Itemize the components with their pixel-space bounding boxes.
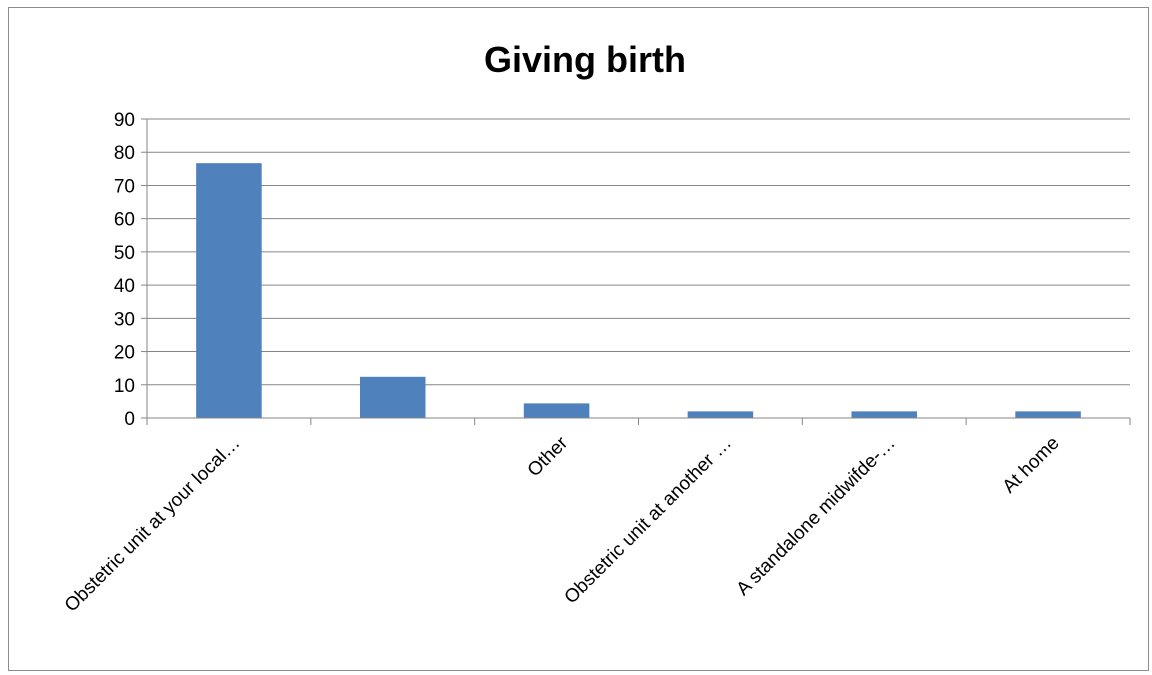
y-axis-tick-labels: 0 10 20 30 40 50 60 70 80 90 bbox=[114, 110, 135, 430]
y-tick-label: 20 bbox=[114, 343, 135, 364]
bar bbox=[359, 376, 426, 418]
y-tick-label: 70 bbox=[114, 176, 135, 197]
x-tick-label: At home bbox=[999, 433, 1064, 498]
y-tick-label: 90 bbox=[114, 110, 135, 131]
x-tick-label: Obstetric unit at another … bbox=[561, 433, 736, 608]
x-tick-label: A standalone midwifde-… bbox=[733, 433, 900, 600]
gridlines bbox=[147, 118, 1130, 386]
y-tick-label: 50 bbox=[114, 243, 135, 264]
x-tick-label: Other bbox=[524, 432, 573, 481]
bar bbox=[1015, 411, 1081, 418]
chart-title: Giving birth bbox=[484, 39, 686, 80]
bar bbox=[851, 411, 918, 418]
bar bbox=[196, 163, 262, 418]
y-tick-label: 10 bbox=[114, 376, 135, 397]
y-tick-label: 60 bbox=[114, 210, 135, 231]
bar bbox=[523, 403, 590, 418]
y-tick-label: 40 bbox=[114, 276, 135, 297]
axes bbox=[141, 118, 1131, 425]
y-tick-label: 0 bbox=[124, 409, 135, 430]
bar bbox=[687, 411, 754, 418]
bars bbox=[196, 163, 1081, 418]
x-axis-tick-labels: Obstetric unit at your local… OtherObstet… bbox=[61, 432, 1064, 616]
y-tick-label: 30 bbox=[114, 309, 135, 330]
y-tick-label: 80 bbox=[114, 143, 135, 164]
x-tick-label: Obstetric unit at your local… bbox=[61, 433, 245, 617]
